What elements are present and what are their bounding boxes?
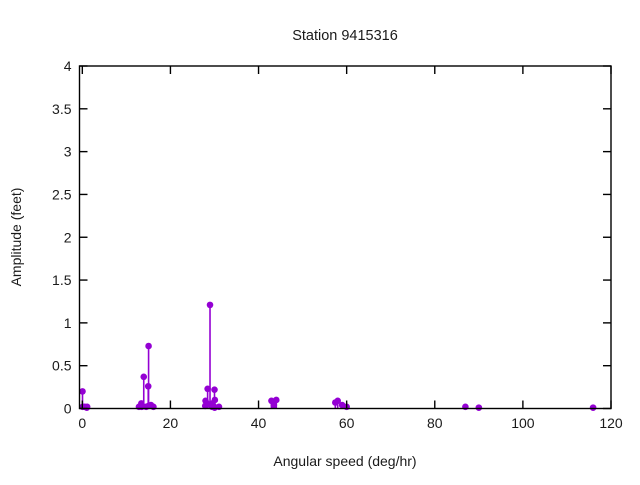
data-point-S6 [475,404,483,411]
data-point-M4 [334,397,342,405]
data-point-MK3 [272,396,280,404]
data-point-M2 [206,301,214,309]
y-tick-label: 2 [64,229,72,245]
x-tick-label: 120 [599,415,623,431]
data-point-S2 [211,386,218,393]
y-tick-label: 2.5 [52,186,72,202]
axes-layer: 0 20 40 60 80 100 120 0 0.5 1 1.5 2 2.5 3 3.5 4 [52,58,623,431]
y-tick-label: 3.5 [52,101,72,117]
data-point-O1 [140,373,148,381]
data-point-K1 [145,342,152,350]
data-point-M8 [589,404,597,411]
plot-border [78,65,612,410]
y-tick-label: 1 [64,315,72,331]
y-tick-label: 3 [64,144,72,160]
x-tick-label: 40 [251,415,267,431]
x-tick-label: 20 [163,415,179,431]
y-tick-label: 0.5 [52,358,72,374]
x-tick-label: 60 [339,415,355,431]
y-tick-label: 4 [64,58,72,74]
data-point-SA [79,388,86,395]
chart-title: Station 9415316 [292,28,398,44]
data-point-K2 [211,396,219,404]
y-axis-label: Amplitude (feet) [8,188,24,287]
data-layer [79,301,597,411]
x-axis-label: Angular speed (deg/hr) [273,453,416,469]
y-tick-label: 0 [64,401,72,417]
x-tick-label: 80 [427,415,443,431]
x-tick-label: 100 [511,415,535,431]
y-tick-label: 1.5 [52,272,72,288]
x-tick-label: 0 [78,415,86,431]
